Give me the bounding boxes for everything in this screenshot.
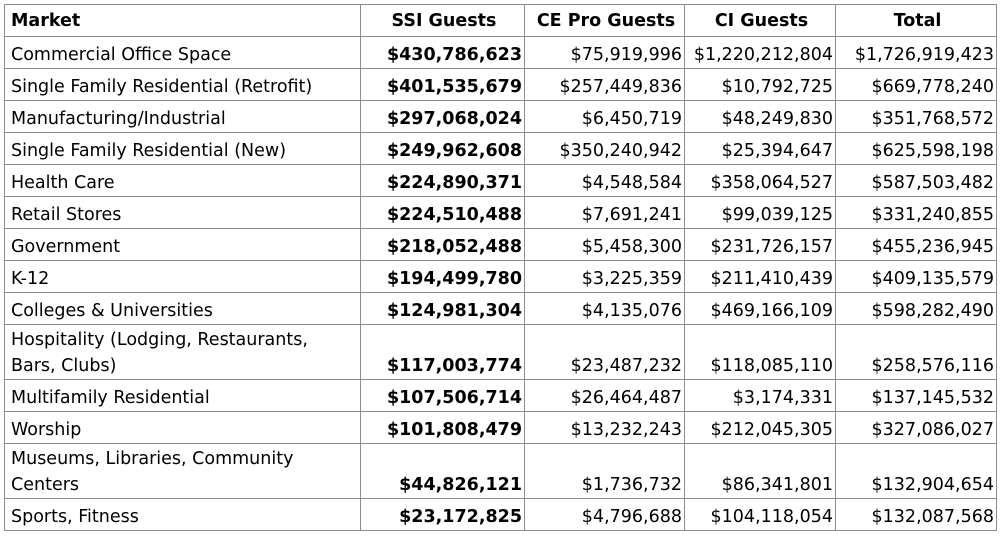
ssi-guests-cell: $23,172,825	[360, 498, 525, 531]
ci-guests-cell: $48,249,830	[684, 100, 836, 133]
ce-pro-guests-cell: $26,464,487	[524, 379, 685, 412]
ce-pro-guests-cell: $75,919,996	[524, 36, 685, 69]
ci-guests-cell: $86,341,801	[684, 443, 836, 499]
total-cell: $598,282,490	[835, 292, 997, 325]
total-cell: $625,598,198	[835, 132, 997, 165]
ssi-guests-cell: $117,003,774	[360, 324, 525, 380]
total-cell: $258,576,116	[835, 324, 997, 380]
ce-pro-guests-cell: $7,691,241	[524, 196, 685, 229]
market-spending-table: Market SSI Guests CE Pro Guests CI Guest…	[4, 4, 997, 531]
table-row: Multifamily Residential $107,506,714 $26…	[4, 379, 997, 412]
market-cell: Government	[4, 228, 361, 261]
ce-pro-guests-cell: $4,796,688	[524, 498, 685, 531]
total-cell: $132,904,654	[835, 443, 997, 499]
header-market: Market	[4, 4, 361, 37]
header-total: Total	[835, 4, 997, 37]
ci-guests-cell: $99,039,125	[684, 196, 836, 229]
ce-pro-guests-cell: $13,232,243	[524, 411, 685, 444]
table-container: Market SSI Guests CE Pro Guests CI Guest…	[4, 4, 997, 531]
market-cell: Commercial Office Space	[4, 36, 361, 69]
table-row: Hospitality (Lodging, Restaurants, Bars,…	[4, 324, 997, 380]
ci-guests-cell: $469,166,109	[684, 292, 836, 325]
ci-guests-cell: $211,410,439	[684, 260, 836, 293]
ssi-guests-cell: $101,808,479	[360, 411, 525, 444]
total-cell: $132,087,568	[835, 498, 997, 531]
ssi-guests-cell: $124,981,304	[360, 292, 525, 325]
table-row: Single Family Residential (Retrofit) $40…	[4, 68, 997, 101]
table-row: Museums, Libraries, Community Centers $4…	[4, 443, 997, 499]
market-cell: Single Family Residential (Retrofit)	[4, 68, 361, 101]
table-row: Colleges & Universities $124,981,304 $4,…	[4, 292, 997, 325]
market-cell: Sports, Fitness	[4, 498, 361, 531]
table-row: Worship $101,808,479 $13,232,243 $212,04…	[4, 411, 997, 444]
ssi-guests-cell: $224,510,488	[360, 196, 525, 229]
ce-pro-guests-cell: $6,450,719	[524, 100, 685, 133]
ce-pro-guests-cell: $350,240,942	[524, 132, 685, 165]
header-ssi-guests: SSI Guests	[360, 4, 525, 37]
ci-guests-cell: $231,726,157	[684, 228, 836, 261]
total-cell: $409,135,579	[835, 260, 997, 293]
ci-guests-cell: $25,394,647	[684, 132, 836, 165]
total-cell: $455,236,945	[835, 228, 997, 261]
market-cell: Hospitality (Lodging, Restaurants, Bars,…	[4, 324, 361, 380]
total-cell: $1,726,919,423	[835, 36, 997, 69]
ci-guests-cell: $10,792,725	[684, 68, 836, 101]
header-row: Market SSI Guests CE Pro Guests CI Guest…	[4, 4, 997, 37]
total-cell: $327,086,027	[835, 411, 997, 444]
ce-pro-guests-cell: $257,449,836	[524, 68, 685, 101]
market-cell: Multifamily Residential	[4, 379, 361, 412]
market-cell: Museums, Libraries, Community Centers	[4, 443, 361, 499]
ci-guests-cell: $104,118,054	[684, 498, 836, 531]
total-cell: $331,240,855	[835, 196, 997, 229]
market-cell: Colleges & Universities	[4, 292, 361, 325]
ce-pro-guests-cell: $5,458,300	[524, 228, 685, 261]
ssi-guests-cell: $194,499,780	[360, 260, 525, 293]
ssi-guests-cell: $430,786,623	[360, 36, 525, 69]
ssi-guests-cell: $218,052,488	[360, 228, 525, 261]
ci-guests-cell: $358,064,527	[684, 164, 836, 197]
ssi-guests-cell: $44,826,121	[360, 443, 525, 499]
ci-guests-cell: $212,045,305	[684, 411, 836, 444]
market-cell: Health Care	[4, 164, 361, 197]
market-cell: Worship	[4, 411, 361, 444]
market-cell: Single Family Residential (New)	[4, 132, 361, 165]
total-cell: $669,778,240	[835, 68, 997, 101]
table-row: Health Care $224,890,371 $4,548,584 $358…	[4, 164, 997, 197]
table-row: Manufacturing/Industrial $297,068,024 $6…	[4, 100, 997, 133]
ci-guests-cell: $118,085,110	[684, 324, 836, 380]
table-row: K-12 $194,499,780 $3,225,359 $211,410,43…	[4, 260, 997, 293]
total-cell: $351,768,572	[835, 100, 997, 133]
market-cell: K-12	[4, 260, 361, 293]
total-cell: $137,145,532	[835, 379, 997, 412]
header-ce-pro-guests: CE Pro Guests	[524, 4, 685, 37]
header-ci-guests: CI Guests	[684, 4, 836, 37]
ssi-guests-cell: $249,962,608	[360, 132, 525, 165]
total-cell: $587,503,482	[835, 164, 997, 197]
market-cell: Manufacturing/Industrial	[4, 100, 361, 133]
ce-pro-guests-cell: $3,225,359	[524, 260, 685, 293]
ce-pro-guests-cell: $1,736,732	[524, 443, 685, 499]
ssi-guests-cell: $107,506,714	[360, 379, 525, 412]
table-row: Government $218,052,488 $5,458,300 $231,…	[4, 228, 997, 261]
ce-pro-guests-cell: $4,548,584	[524, 164, 685, 197]
table-row: Single Family Residential (New) $249,962…	[4, 132, 997, 165]
ce-pro-guests-cell: $4,135,076	[524, 292, 685, 325]
table-row: Commercial Office Space $430,786,623 $75…	[4, 36, 997, 69]
table-row: Sports, Fitness $23,172,825 $4,796,688 $…	[4, 498, 997, 531]
ci-guests-cell: $1,220,212,804	[684, 36, 836, 69]
ssi-guests-cell: $297,068,024	[360, 100, 525, 133]
table-row: Retail Stores $224,510,488 $7,691,241 $9…	[4, 196, 997, 229]
ssi-guests-cell: $224,890,371	[360, 164, 525, 197]
ssi-guests-cell: $401,535,679	[360, 68, 525, 101]
ci-guests-cell: $3,174,331	[684, 379, 836, 412]
market-cell: Retail Stores	[4, 196, 361, 229]
ce-pro-guests-cell: $23,487,232	[524, 324, 685, 380]
